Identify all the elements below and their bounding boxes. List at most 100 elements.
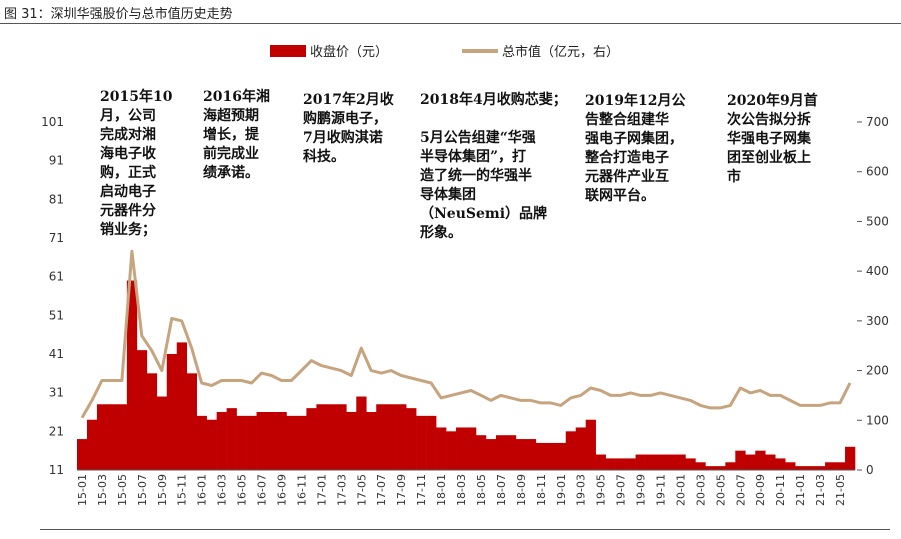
x-tick-label: 20-03 <box>694 474 707 506</box>
annotation-2015: 2015年10 月，公司 完成对湘 海电子收 购，正式 启动电子 元器件分 销业… <box>100 89 173 238</box>
annotation-2018: 2018年4月收购芯斐； 5月公告组建“华强 半导体集团”，打 造了统一的华强半… <box>420 92 567 241</box>
legend-swatch-price <box>270 45 306 57</box>
x-tick-label: 19-09 <box>635 474 648 506</box>
price-bar <box>765 454 776 470</box>
price-bar <box>615 458 626 470</box>
x-tick-label: 17-07 <box>375 474 388 506</box>
price-bar <box>276 412 287 470</box>
x-tick-label: 19-05 <box>595 474 608 506</box>
price-bar <box>216 412 227 470</box>
x-tick-label: 17-03 <box>335 474 348 506</box>
x-tick-label: 18-11 <box>535 474 548 506</box>
price-bar <box>485 439 497 470</box>
price-bar <box>366 412 377 470</box>
left-tick-label: 71 <box>49 231 64 245</box>
price-bar <box>77 439 88 470</box>
x-tick-label: 18-09 <box>515 474 528 506</box>
price-bar <box>436 427 447 470</box>
price-bar <box>146 373 158 470</box>
price-bar <box>745 454 756 470</box>
price-bar <box>416 415 427 470</box>
price-bar <box>515 439 527 470</box>
price-bar <box>306 408 317 470</box>
x-tick-label: 20-11 <box>774 474 787 506</box>
price-bar <box>505 435 517 470</box>
title-divider <box>0 23 901 24</box>
x-tick-label: 17-01 <box>315 474 328 506</box>
price-bar <box>356 396 367 470</box>
x-tick-label: 16-11 <box>295 474 308 506</box>
price-bar <box>695 462 706 470</box>
price-bar <box>426 415 437 470</box>
figure-title: 图 31：深圳华强股价与总市值历史走势 <box>4 7 233 22</box>
x-tick-label: 15-05 <box>116 474 129 506</box>
price-bar <box>815 466 826 470</box>
x-tick-label: 19-03 <box>575 474 588 506</box>
x-tick-label: 17-09 <box>395 474 408 506</box>
right-tick-label: 200 <box>866 364 889 378</box>
x-tick-label: 19-11 <box>655 474 668 506</box>
left-tick-label: 51 <box>49 308 64 322</box>
price-bar <box>535 442 547 470</box>
price-bar <box>525 439 537 470</box>
price-bar <box>346 412 357 470</box>
price-bar <box>406 408 417 470</box>
price-bar <box>545 442 557 470</box>
price-bar <box>446 431 457 470</box>
x-tick-label: 18-03 <box>455 474 468 506</box>
x-tick-label: 15-07 <box>136 474 149 506</box>
price-bar <box>845 446 856 470</box>
price-bar <box>825 462 836 470</box>
x-axis: 15-01 15-03 15-05 15-07 15-09 15-11 16-01 16-03… <box>76 474 847 506</box>
right-tick-label: 500 <box>866 214 889 228</box>
annotation-2017: 2017年2月收 购鹏源电子， 7月收购淇诺 科技。 <box>303 92 394 165</box>
x-tick-label: 15-09 <box>156 474 169 506</box>
price-bar <box>595 454 606 470</box>
price-bar <box>196 415 207 470</box>
price-bar <box>835 462 846 470</box>
price-bar <box>755 450 766 470</box>
price-bar <box>186 373 197 470</box>
price-bar <box>86 419 98 470</box>
price-bar <box>715 466 726 470</box>
price-bar <box>206 419 217 470</box>
price-bar <box>246 415 257 470</box>
price-bar <box>466 427 477 470</box>
x-tick-label: 17-05 <box>355 474 368 506</box>
right-tick-label: 700 <box>866 115 889 129</box>
price-bar <box>655 454 666 470</box>
left-tick-label: 91 <box>49 154 64 168</box>
price-bar <box>126 280 138 470</box>
bottom-divider <box>40 529 890 530</box>
x-tick-label: 15-11 <box>176 474 189 506</box>
right-tick-label: 400 <box>866 264 889 278</box>
x-tick-label: 18-01 <box>435 474 448 506</box>
price-bar <box>396 404 407 470</box>
x-tick-label: 20-05 <box>714 474 727 506</box>
price-bar <box>286 415 297 470</box>
x-tick-label: 18-05 <box>475 474 488 506</box>
annotation-2016: 2016年湘 海超预期 增长，提 前完成业 绩承诺。 <box>203 89 270 181</box>
price-bar <box>555 442 567 470</box>
price-bar <box>665 454 676 470</box>
price-bar <box>635 454 646 470</box>
x-tick-label: 16-01 <box>196 474 209 506</box>
price-bar <box>585 419 596 470</box>
price-bars <box>77 280 856 470</box>
x-tick-label: 15-01 <box>76 474 89 506</box>
right-axis: 700 600 500 400 300 200 100 0 <box>857 115 889 477</box>
left-tick-label: 11 <box>49 463 64 477</box>
left-tick-label: 41 <box>49 347 64 361</box>
price-bar <box>96 404 108 470</box>
price-bar <box>266 412 277 470</box>
x-tick-label: 16-03 <box>216 474 229 506</box>
price-bar <box>775 458 786 470</box>
price-bar <box>236 415 247 470</box>
price-bar <box>725 462 736 470</box>
price-bar <box>475 435 487 470</box>
legend-label-price: 收盘价（元） <box>310 44 388 60</box>
x-tick-label: 20-07 <box>734 474 747 506</box>
price-bar <box>575 427 586 470</box>
x-tick-label: 17-11 <box>415 474 428 506</box>
x-tick-label: 16-07 <box>256 474 269 506</box>
